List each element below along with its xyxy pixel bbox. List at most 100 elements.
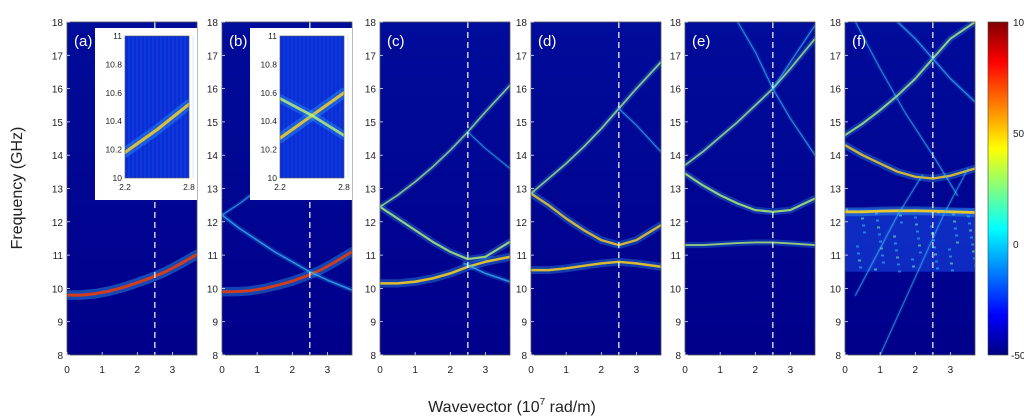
plot-area [685, 22, 815, 355]
inset-y-tick-label: 10.2 [260, 145, 277, 155]
x-axis-label-end: rad/m) [545, 399, 596, 416]
x-axis-label: Wavevector (107 rad/m) [428, 397, 596, 416]
y-tick-label: 14 [830, 151, 842, 162]
y-tick-label: 16 [670, 85, 682, 96]
noise-speckle [861, 217, 864, 220]
mode-branch [845, 22, 975, 137]
y-tick-label: 8 [370, 351, 376, 362]
noise-speckle [857, 252, 860, 255]
colorbar-tick-label: 0 [1013, 240, 1019, 251]
y-tick-label: 18 [830, 18, 842, 29]
y-tick-label: 14 [365, 151, 377, 162]
plot-area [845, 22, 975, 355]
y-tick-label: 8 [521, 351, 527, 362]
x-tick-label: 2 [134, 365, 140, 376]
noise-speckle [933, 246, 936, 249]
noise-speckle [895, 249, 898, 252]
y-tick-label: 17 [207, 51, 219, 62]
panel-label: (d) [538, 33, 556, 50]
mode-branch [125, 102, 189, 154]
y-tick-label: 13 [830, 185, 842, 196]
x-tick-label: 1 [99, 365, 105, 376]
noise-speckle [952, 213, 955, 216]
y-tick-label: 14 [670, 151, 682, 162]
mode-branch [380, 205, 510, 261]
x-tick-label: 0 [377, 365, 383, 376]
x-tick-label: 2 [447, 365, 453, 376]
panel-label: (c) [387, 33, 405, 50]
y-tick-label: 15 [516, 118, 528, 129]
y-tick-label: 12 [830, 218, 842, 229]
inset-frame [124, 35, 190, 179]
noise-speckle [970, 236, 973, 239]
y-tick-label: 18 [365, 18, 377, 29]
x-tick-label: 0 [682, 365, 688, 376]
mode-branch [67, 252, 197, 297]
mode-branch [531, 192, 661, 247]
noise-speckle [974, 264, 975, 267]
y-tick-label: 9 [521, 318, 527, 329]
noise-speckle [897, 263, 900, 266]
y-tick-label: 17 [52, 51, 64, 62]
inset-y-tick-label: 10.4 [105, 116, 122, 126]
noise-speckle [956, 241, 959, 244]
noise-speckle [863, 231, 866, 234]
panel-label: (e) [692, 33, 710, 50]
mode-branch [685, 37, 815, 167]
y-tick-label: 14 [516, 151, 528, 162]
mode-branch [772, 24, 815, 90]
y-tick-label: 18 [516, 18, 528, 29]
colorbar-tick-label: 50 [1013, 129, 1024, 140]
inset-y-tick-label: 11 [268, 31, 277, 41]
mode-branch [531, 260, 661, 272]
noise-band [845, 208, 975, 272]
panel-label: (f) [852, 33, 866, 50]
y-tick-label: 13 [365, 185, 377, 196]
plot-background [531, 22, 661, 355]
x-tick-label: 3 [325, 365, 331, 376]
y-tick-label: 11 [671, 251, 682, 262]
noise-speckle [972, 250, 975, 253]
mode-branch [380, 84, 510, 208]
y-tick-label: 12 [670, 218, 682, 229]
noise-speckle [955, 234, 958, 237]
y-tick-label: 9 [212, 318, 218, 329]
y-tick-label: 14 [52, 151, 64, 162]
noise-speckle [915, 223, 918, 226]
y-tick-label: 12 [52, 218, 64, 229]
y-tick-label: 16 [516, 85, 528, 96]
noise-speckle [936, 267, 939, 270]
x-tick-label: 2 [598, 365, 604, 376]
noise-speckle [950, 262, 953, 265]
inset-y-tick-label: 10.6 [260, 88, 277, 98]
inset: 10 10.2 10.4 10.6 10.8 11 2.2 2.8 [95, 28, 197, 200]
noise-speckle [856, 245, 859, 248]
panel-label: (b) [229, 33, 247, 50]
y-tick-label: 11 [208, 251, 219, 262]
y-tick-label: 15 [365, 118, 377, 129]
noise-speckle [954, 227, 957, 230]
y-tick-label: 17 [516, 51, 528, 62]
noise-speckle [934, 253, 937, 256]
y-tick-label: 8 [212, 351, 218, 362]
mode-branch [618, 108, 661, 153]
mode-branch [531, 61, 661, 195]
noise-speckle [916, 230, 919, 233]
noise-speckle [900, 221, 903, 224]
inset-frame [279, 35, 345, 179]
y-tick-label: 10 [670, 284, 682, 295]
noise-speckle [914, 216, 917, 219]
y-tick-label: 13 [516, 185, 528, 196]
mode-branch [280, 97, 344, 137]
y-tick-label: 15 [52, 118, 64, 129]
x-tick-label: 3 [634, 365, 640, 376]
x-tick-label: 3 [948, 365, 954, 376]
mode-branch [685, 172, 815, 213]
y-tick-label: 9 [835, 318, 841, 329]
x-tick-label: 2 [752, 365, 758, 376]
y-tick-label: 15 [207, 118, 219, 129]
noise-speckle [898, 270, 901, 273]
noise-speckle [875, 212, 878, 215]
